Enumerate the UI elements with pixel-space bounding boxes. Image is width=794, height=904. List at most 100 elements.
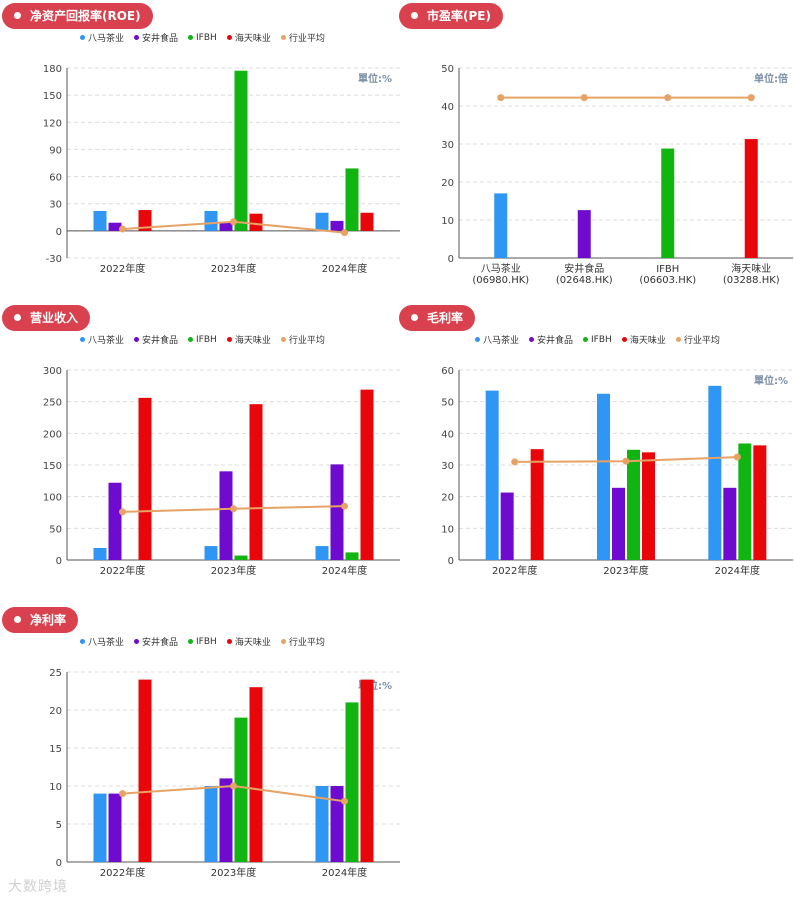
x-tick-label: (06603.HK) xyxy=(639,275,696,286)
average-point[interactable] xyxy=(733,453,741,461)
average-point[interactable] xyxy=(341,229,348,237)
bar[interactable] xyxy=(315,212,329,231)
bar[interactable] xyxy=(597,393,610,560)
roe-legend[interactable]: 八马茶业 安井食品 IFBH 海天味业 行业平均 xyxy=(80,31,325,44)
legend-item[interactable]: 八马茶业 xyxy=(80,333,124,346)
legend-item[interactable]: 海天味业 xyxy=(621,333,666,346)
bar[interactable] xyxy=(360,389,374,560)
bar[interactable] xyxy=(500,492,514,560)
y-tick-label: 20 xyxy=(49,706,62,717)
bar[interactable] xyxy=(345,552,359,560)
bar[interactable] xyxy=(345,702,359,862)
bar[interactable] xyxy=(249,404,263,560)
legend-item[interactable]: 八马茶业 xyxy=(80,31,124,44)
legend-item[interactable]: IFBH xyxy=(188,333,217,346)
legend-item[interactable]: 行业平均 xyxy=(280,31,325,44)
bar[interactable] xyxy=(249,687,263,862)
average-point[interactable] xyxy=(230,782,237,790)
bar[interactable] xyxy=(642,452,655,560)
revenue-legend[interactable]: 八马茶业 安井食品 IFBH 海天味业 行业平均 xyxy=(80,333,325,346)
legend-label: 海天味业 xyxy=(234,34,271,44)
legend-label: IFBH xyxy=(196,334,217,345)
legend-item[interactable]: 安井食品 xyxy=(529,333,573,346)
average-point[interactable] xyxy=(119,225,126,233)
bar[interactable] xyxy=(219,471,233,560)
bar[interactable] xyxy=(93,793,107,862)
bar[interactable] xyxy=(108,482,122,560)
legend-item[interactable]: 八马茶业 xyxy=(80,635,124,648)
legend-item[interactable]: 安井食品 xyxy=(134,31,178,44)
bar[interactable] xyxy=(234,70,248,231)
bar[interactable] xyxy=(612,487,625,560)
bar[interactable] xyxy=(330,786,344,862)
legend-item[interactable]: 安井食品 xyxy=(134,333,178,346)
bar[interactable] xyxy=(219,778,233,862)
bar[interactable] xyxy=(627,449,640,560)
bar[interactable] xyxy=(219,221,233,231)
legend-item[interactable]: IFBH xyxy=(188,635,217,648)
average-point[interactable] xyxy=(341,797,348,805)
legend-item[interactable]: 行业平均 xyxy=(280,635,325,648)
legend-item[interactable]: 海天味业 xyxy=(226,635,271,648)
average-point[interactable] xyxy=(119,508,126,516)
bar[interactable] xyxy=(661,148,675,258)
bar[interactable] xyxy=(204,786,218,862)
legend-item[interactable]: 行业平均 xyxy=(675,333,720,346)
bar[interactable] xyxy=(360,212,374,231)
x-tick-label: 2022年度 xyxy=(100,564,145,577)
y-tick-label: 30 xyxy=(49,200,62,211)
bar[interactable] xyxy=(93,547,107,560)
y-tick-label: 250 xyxy=(43,398,62,409)
bar[interactable] xyxy=(138,210,152,231)
bar[interactable] xyxy=(744,139,758,258)
legend-item[interactable]: IFBH xyxy=(188,31,217,44)
bar[interactable] xyxy=(530,449,544,560)
bar[interactable] xyxy=(360,679,374,862)
net-legend[interactable]: 八马茶业 安井食品 IFBH 海天味业 行业平均 xyxy=(80,635,325,648)
bar[interactable] xyxy=(108,793,122,862)
y-tick-label: 20 xyxy=(441,178,454,189)
legend-item[interactable]: IFBH xyxy=(583,333,612,346)
legend-item[interactable]: 八马茶业 xyxy=(475,333,519,346)
average-point[interactable] xyxy=(230,505,237,513)
bar[interactable] xyxy=(234,555,248,560)
bar[interactable] xyxy=(204,546,218,560)
bar[interactable] xyxy=(249,213,263,231)
bar[interactable] xyxy=(138,679,152,862)
average-point[interactable] xyxy=(230,218,237,226)
bar[interactable] xyxy=(330,220,344,231)
bar[interactable] xyxy=(315,546,329,560)
legend-item[interactable]: 行业平均 xyxy=(280,333,325,346)
bar[interactable] xyxy=(738,443,752,560)
bar[interactable] xyxy=(494,193,508,258)
bar[interactable] xyxy=(577,210,591,258)
gross-legend[interactable]: 八马茶业 安井食品 IFBH 海天味业 行业平均 xyxy=(475,333,720,346)
average-point[interactable] xyxy=(119,790,126,798)
bar[interactable] xyxy=(330,464,344,560)
bar[interactable] xyxy=(753,445,767,560)
legend-item[interactable]: 安井食品 xyxy=(134,635,178,648)
legend-dot-icon xyxy=(188,639,194,644)
bar[interactable] xyxy=(108,222,122,231)
legend-item[interactable]: 海天味业 xyxy=(226,31,271,44)
bar[interactable] xyxy=(204,210,218,231)
average-point[interactable] xyxy=(341,502,348,510)
average-point[interactable] xyxy=(580,94,588,102)
average-point[interactable] xyxy=(511,458,519,466)
average-point[interactable] xyxy=(497,94,505,102)
bar[interactable] xyxy=(138,397,152,560)
legend-dot-icon xyxy=(134,35,140,40)
bar[interactable] xyxy=(315,786,329,862)
bar[interactable] xyxy=(345,168,359,231)
bar[interactable] xyxy=(485,390,499,560)
average-point[interactable] xyxy=(664,94,672,102)
bar[interactable] xyxy=(723,487,737,560)
legend-label: 行业平均 xyxy=(288,638,325,648)
bar[interactable] xyxy=(234,717,248,862)
average-point[interactable] xyxy=(747,94,755,102)
average-point[interactable] xyxy=(622,457,630,465)
bar[interactable] xyxy=(93,210,107,231)
legend-item[interactable]: 海天味业 xyxy=(226,333,271,346)
bar[interactable] xyxy=(708,385,722,560)
y-tick-label: 60 xyxy=(49,173,62,184)
